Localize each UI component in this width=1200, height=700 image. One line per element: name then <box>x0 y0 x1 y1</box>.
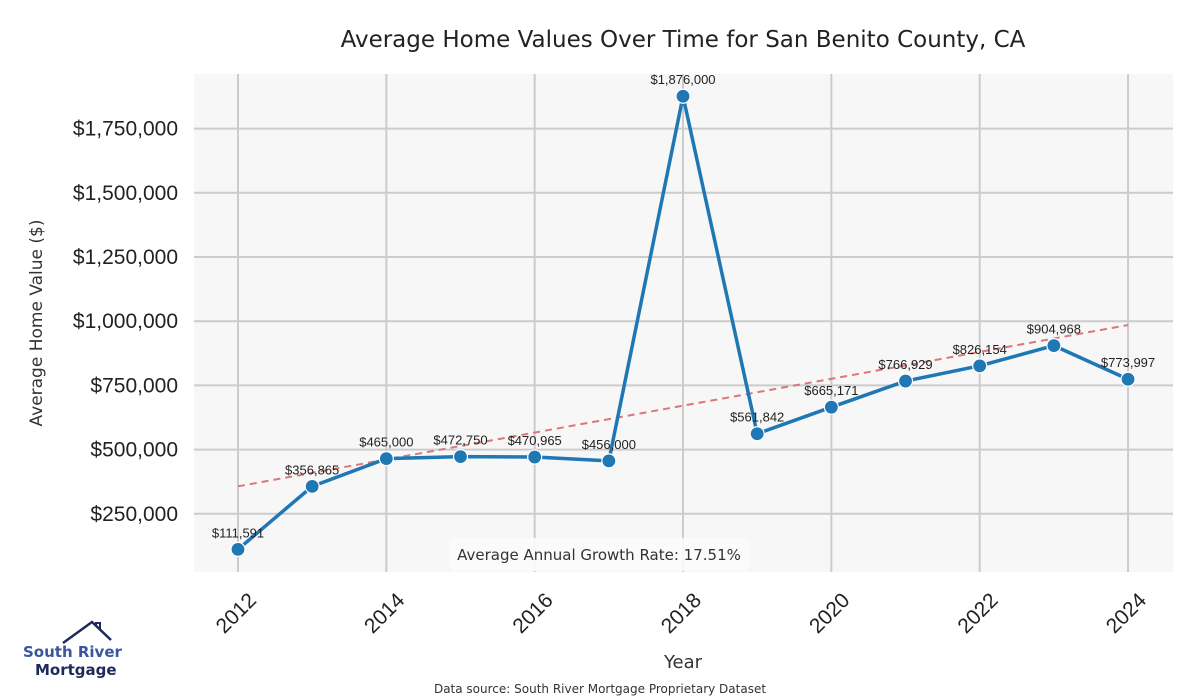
company-logo: South River Mortgage <box>23 620 123 679</box>
data-source: Data source: South River Mortgage Propri… <box>434 682 766 696</box>
x-tick-label: 2016 <box>508 589 557 638</box>
y-axis-label: Average Home Value ($) <box>27 220 47 427</box>
y-tick-label: $1,500,000 <box>73 182 178 205</box>
data-label: $826,154 <box>953 342 1007 357</box>
data-label: $465,000 <box>359 435 413 450</box>
y-tick-label: $500,000 <box>90 439 178 462</box>
y-tick-label: $250,000 <box>90 503 178 526</box>
data-label: $773,997 <box>1101 355 1155 370</box>
data-point <box>823 399 839 415</box>
data-label: $470,965 <box>508 433 562 448</box>
data-markers <box>230 88 1136 557</box>
logo-line-1: South River <box>23 643 123 661</box>
data-point <box>452 448 469 465</box>
x-tick-label: 2022 <box>953 589 1002 638</box>
growth-rate-annotation: Average Annual Growth Rate: 17.51% <box>449 538 750 571</box>
data-point <box>897 373 914 389</box>
data-point <box>1120 371 1136 387</box>
annotation-box <box>449 538 750 571</box>
data-point <box>378 450 394 467</box>
data-label: $904,968 <box>1027 322 1081 337</box>
data-label: $111,591 <box>212 525 264 540</box>
data-label: $665,171 <box>804 383 858 398</box>
x-axis-label: Year <box>663 652 703 673</box>
logo-line-2: Mortgage <box>35 661 117 679</box>
data-point <box>527 449 543 465</box>
y-tick-label: $1,250,000 <box>73 246 178 269</box>
data-point <box>1046 338 1062 354</box>
data-label: $456,000 <box>582 437 636 452</box>
annotation-text: Average Annual Growth Rate: 17.51% <box>457 546 741 564</box>
data-point <box>675 88 691 104</box>
data-point <box>601 453 617 469</box>
data-point <box>972 358 988 374</box>
data-point <box>749 426 765 442</box>
y-tick-labels: $250,000 $500,000 $750,000 $1,000,000 $1,250… <box>73 118 178 526</box>
data-point <box>230 541 246 557</box>
x-tick-label: 2024 <box>1102 588 1152 638</box>
grid-lines <box>194 74 1173 572</box>
x-tick-label: 2014 <box>360 588 410 638</box>
house-roof-icon <box>62 620 112 645</box>
y-tick-label: $1,750,000 <box>73 118 178 141</box>
data-label: $356,865 <box>285 462 339 477</box>
data-point <box>304 478 320 494</box>
data-label: $766,929 <box>878 357 932 372</box>
x-tick-label: 2020 <box>805 589 854 638</box>
x-tick-label: 2012 <box>212 589 261 638</box>
data-label: $1,876,000 <box>650 72 715 87</box>
y-tick-label: $750,000 <box>90 374 178 397</box>
chart-title: Average Home Values Over Time for San Be… <box>341 27 1026 53</box>
data-label: $561,842 <box>730 410 784 425</box>
x-tick-labels: 2012 2014 2016 2018 2020 2022 2024 <box>212 588 1152 638</box>
x-tick-label: 2018 <box>657 589 706 638</box>
data-labels: $111,591 $356,865 $465,000 $472,750 $470,965… <box>212 72 1155 540</box>
y-tick-label: $1,000,000 <box>73 310 178 333</box>
data-label: $472,750 <box>433 433 487 448</box>
chimney-icon <box>95 622 101 630</box>
